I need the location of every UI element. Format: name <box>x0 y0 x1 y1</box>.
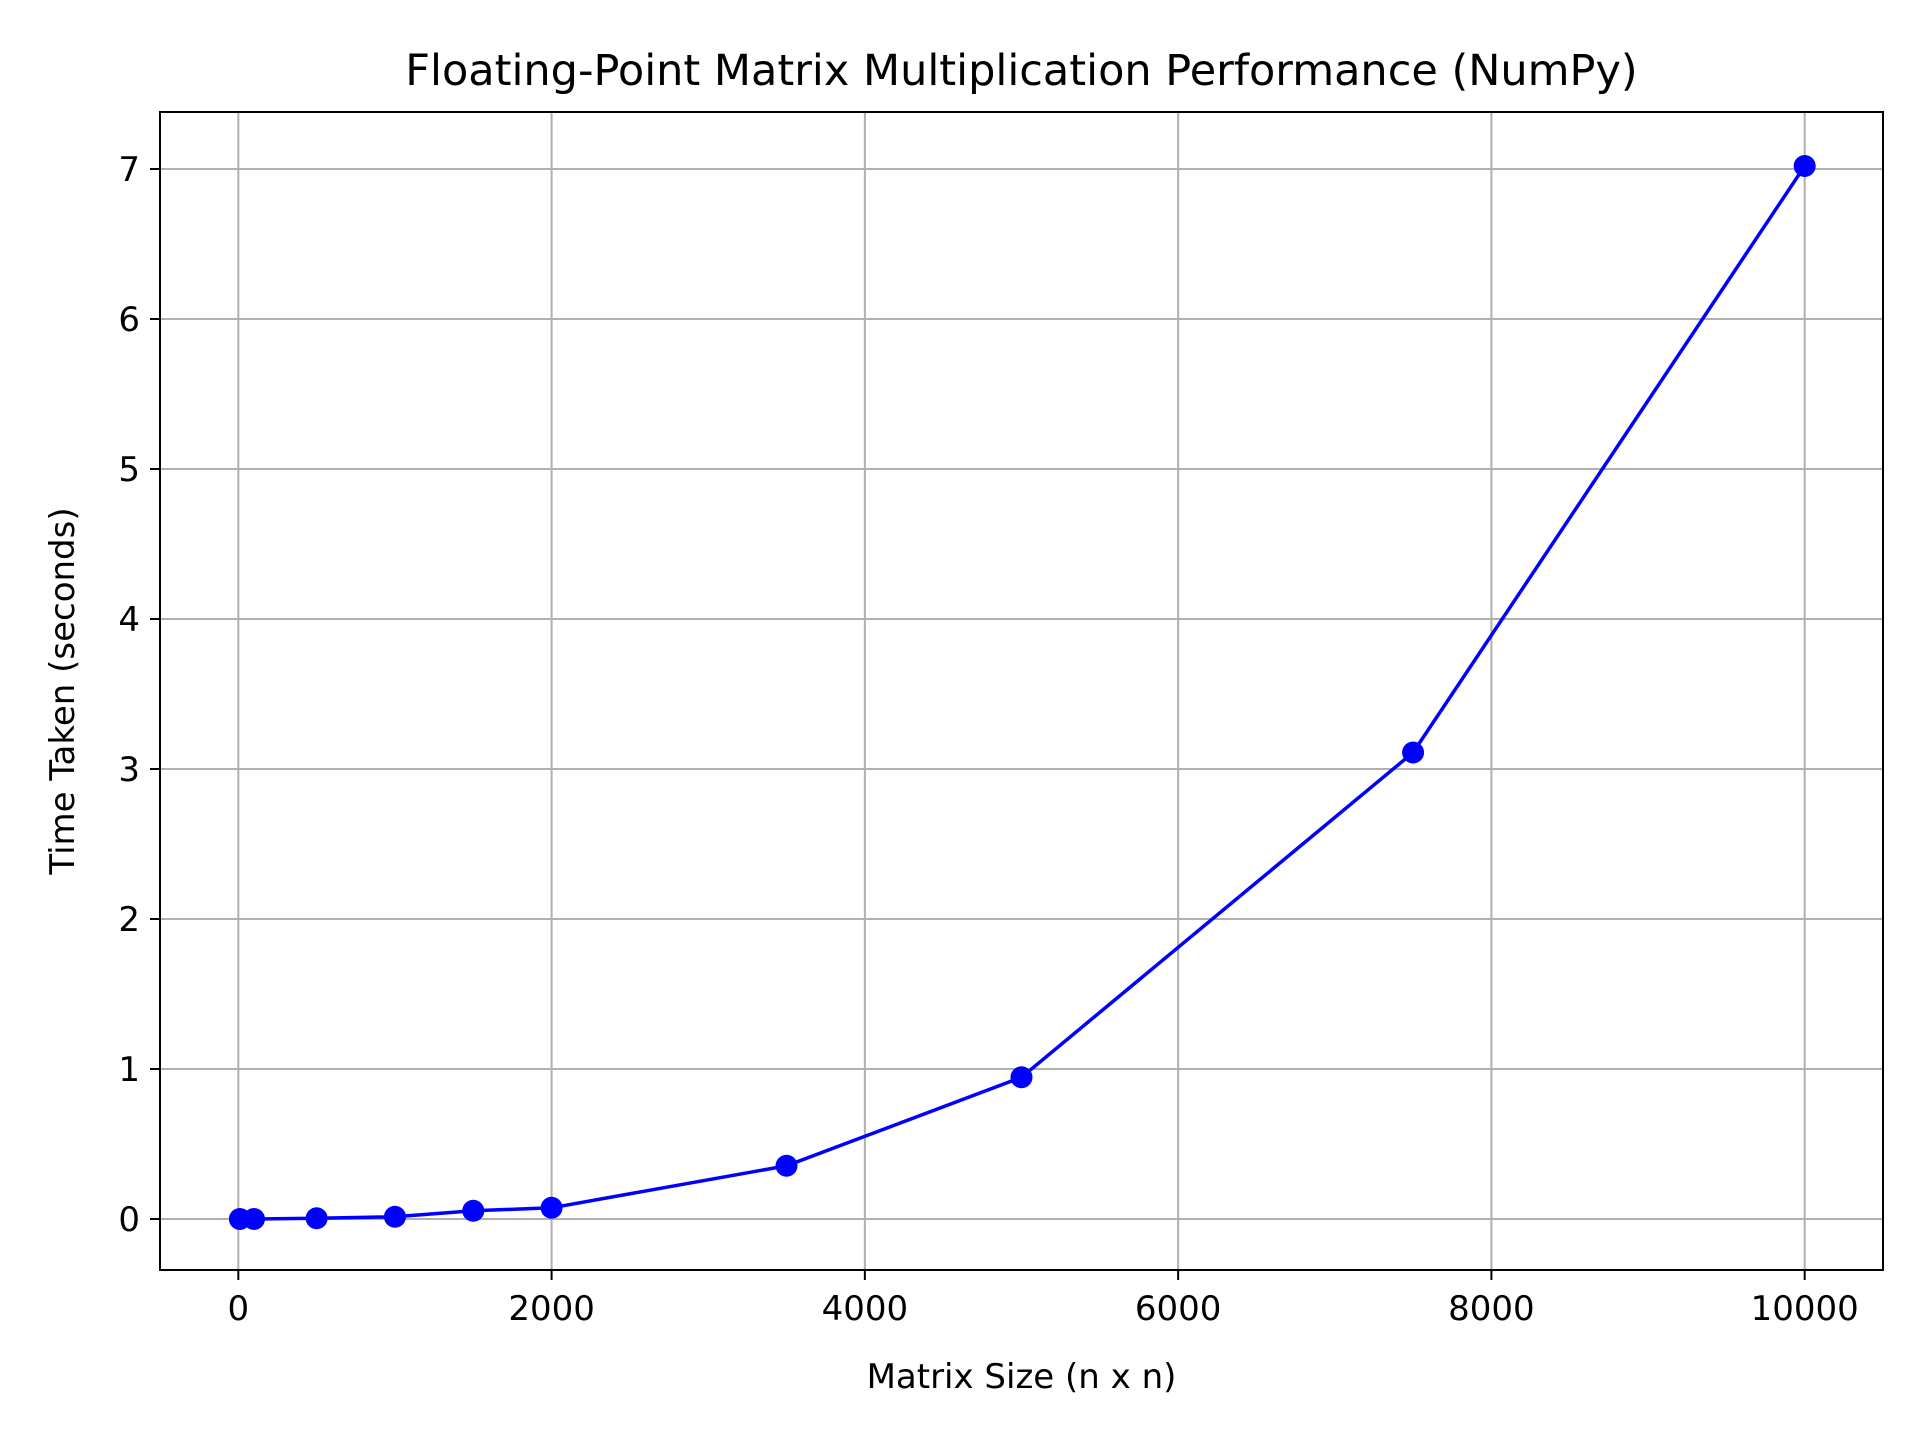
axis-ticks: 0 2000 4000 6000 8000 10000 0 1 2 3 4 5 6 7 <box>118 150 1858 1329</box>
y-tick-label: 4 <box>118 600 140 640</box>
data-point <box>462 1199 485 1222</box>
data-point <box>242 1208 265 1230</box>
data-point <box>305 1207 328 1230</box>
y-tick-label: 7 <box>118 150 140 190</box>
y-tick-label: 3 <box>118 750 140 790</box>
data-point <box>1402 741 1425 764</box>
x-tick-label: 10000 <box>1751 1289 1859 1329</box>
x-tick-label: 2000 <box>508 1289 595 1329</box>
x-tick-label: 8000 <box>1448 1289 1535 1329</box>
data-series <box>228 155 1816 1230</box>
plot-frame <box>159 111 1884 1271</box>
data-point <box>1010 1066 1033 1089</box>
x-tick-label: 0 <box>227 1289 249 1329</box>
y-tick-label: 6 <box>118 300 140 340</box>
y-axis-label: Time Taken (seconds) <box>43 507 83 875</box>
y-tick-label: 5 <box>118 450 140 490</box>
y-tick-label: 1 <box>118 1050 140 1090</box>
chart-title: Floating-Point Matrix Multiplication Per… <box>405 46 1637 96</box>
data-point <box>1793 155 1816 177</box>
x-tick-label: 6000 <box>1135 1289 1222 1329</box>
x-axis-label: Matrix Size (n x n) <box>867 1357 1177 1397</box>
series-line <box>239 165 1807 1221</box>
data-point <box>540 1196 563 1219</box>
grid-lines <box>160 112 1883 1270</box>
data-point <box>383 1205 406 1228</box>
y-tick-label: 0 <box>118 1200 140 1240</box>
x-tick-label: 4000 <box>822 1289 909 1329</box>
y-tick-label: 2 <box>118 900 140 940</box>
data-point <box>775 1154 798 1177</box>
